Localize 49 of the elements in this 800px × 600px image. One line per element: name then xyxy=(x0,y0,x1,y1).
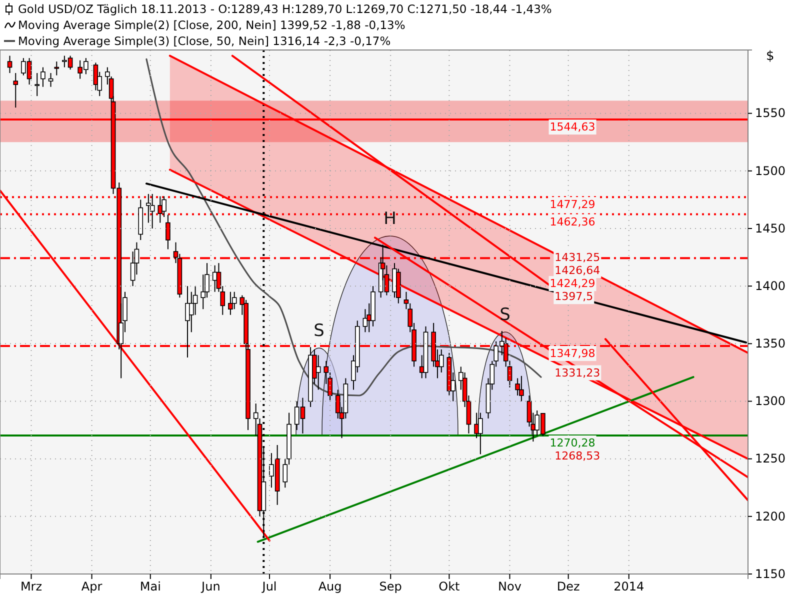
candlestick xyxy=(316,354,321,390)
ref-line-label: 1462,36 xyxy=(550,215,596,228)
candlestick xyxy=(54,61,60,76)
x-tick-label: Apr xyxy=(81,580,102,594)
candlestick xyxy=(40,66,46,88)
y-tick-label: 1250 xyxy=(755,452,786,466)
ref-line-label: 1424,29 xyxy=(550,277,596,290)
y-tick-label: 1450 xyxy=(755,221,786,236)
candlestick xyxy=(13,72,18,108)
y-tick-label: 1300 xyxy=(755,394,786,408)
y-axis-title: $ xyxy=(766,49,774,64)
x-tick-label: Mrz xyxy=(20,580,42,594)
annotation: 1268,53 xyxy=(554,449,600,462)
candlestick xyxy=(519,375,524,402)
x-tick-label: Okt xyxy=(438,580,460,594)
x-tick-label: Jun xyxy=(200,580,220,594)
ref-line-label: 1270,28 xyxy=(550,436,596,450)
annotation: 1431,25 xyxy=(554,251,600,264)
annotation: 1397,5 xyxy=(554,290,594,304)
y-tick-label: 1350 xyxy=(755,336,786,351)
y-tick-label: 1500 xyxy=(755,164,786,178)
candlestick xyxy=(48,72,54,88)
x-tick-label: 2014 xyxy=(614,580,644,594)
annotation: H xyxy=(384,209,396,229)
annotation: S xyxy=(314,321,324,341)
y-tick-label: 1550 xyxy=(755,106,786,120)
x-tick-label: Jul xyxy=(261,580,277,594)
ref-line-label: 1347,98 xyxy=(550,346,596,360)
y-tick-label: 1200 xyxy=(755,509,786,524)
x-tick-label: Nov xyxy=(498,580,522,594)
text: Moving Average Simple(3) [Close, 50, Nein] 1316,14 -2,3 -0,17% xyxy=(18,34,391,48)
candlestick xyxy=(478,412,483,455)
y-tick-label: 1400 xyxy=(755,278,786,293)
ref-line-label: 1544,63 xyxy=(550,120,596,134)
x-tick-label: Sep xyxy=(379,580,402,594)
annotation: S xyxy=(500,305,510,325)
candlestick xyxy=(34,72,40,97)
annotation: 1426,64 xyxy=(554,264,600,278)
candlestick xyxy=(7,55,12,74)
candlestick xyxy=(185,286,190,358)
x-tick-label: Mai xyxy=(140,580,161,594)
chart-title: Gold USD/OZ Täglich 18.11.2013 - O:1289,43 H:1289,70 L:1269,70 C:1271,50 -18,44 -1,43% xyxy=(18,2,552,16)
annotation: 1331,23 xyxy=(554,366,600,380)
y-tick-label: 1150 xyxy=(755,566,786,581)
chart-subtitle: Moving Average Simple(2) [Close, 200, Nein] 1399,52 -1,88 -0,13% xyxy=(18,18,406,32)
candlestick xyxy=(228,291,233,316)
x-tick-label: Dez xyxy=(556,580,580,594)
ref-line-label: 1477,29 xyxy=(550,198,596,212)
x-tick-label: Aug xyxy=(318,580,342,594)
